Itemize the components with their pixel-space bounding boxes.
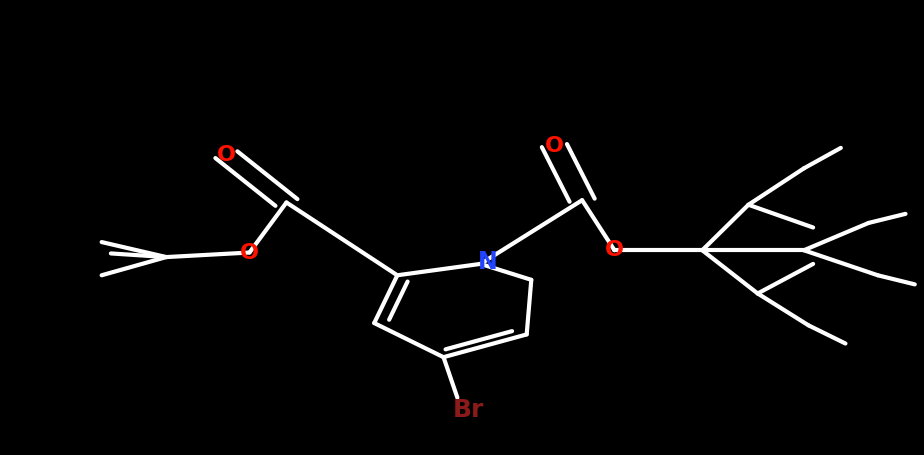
Text: O: O	[217, 145, 236, 165]
Text: N: N	[478, 250, 498, 273]
Text: O: O	[545, 136, 564, 156]
Text: O: O	[605, 240, 624, 260]
Text: Br: Br	[453, 399, 484, 422]
Text: O: O	[240, 243, 259, 263]
